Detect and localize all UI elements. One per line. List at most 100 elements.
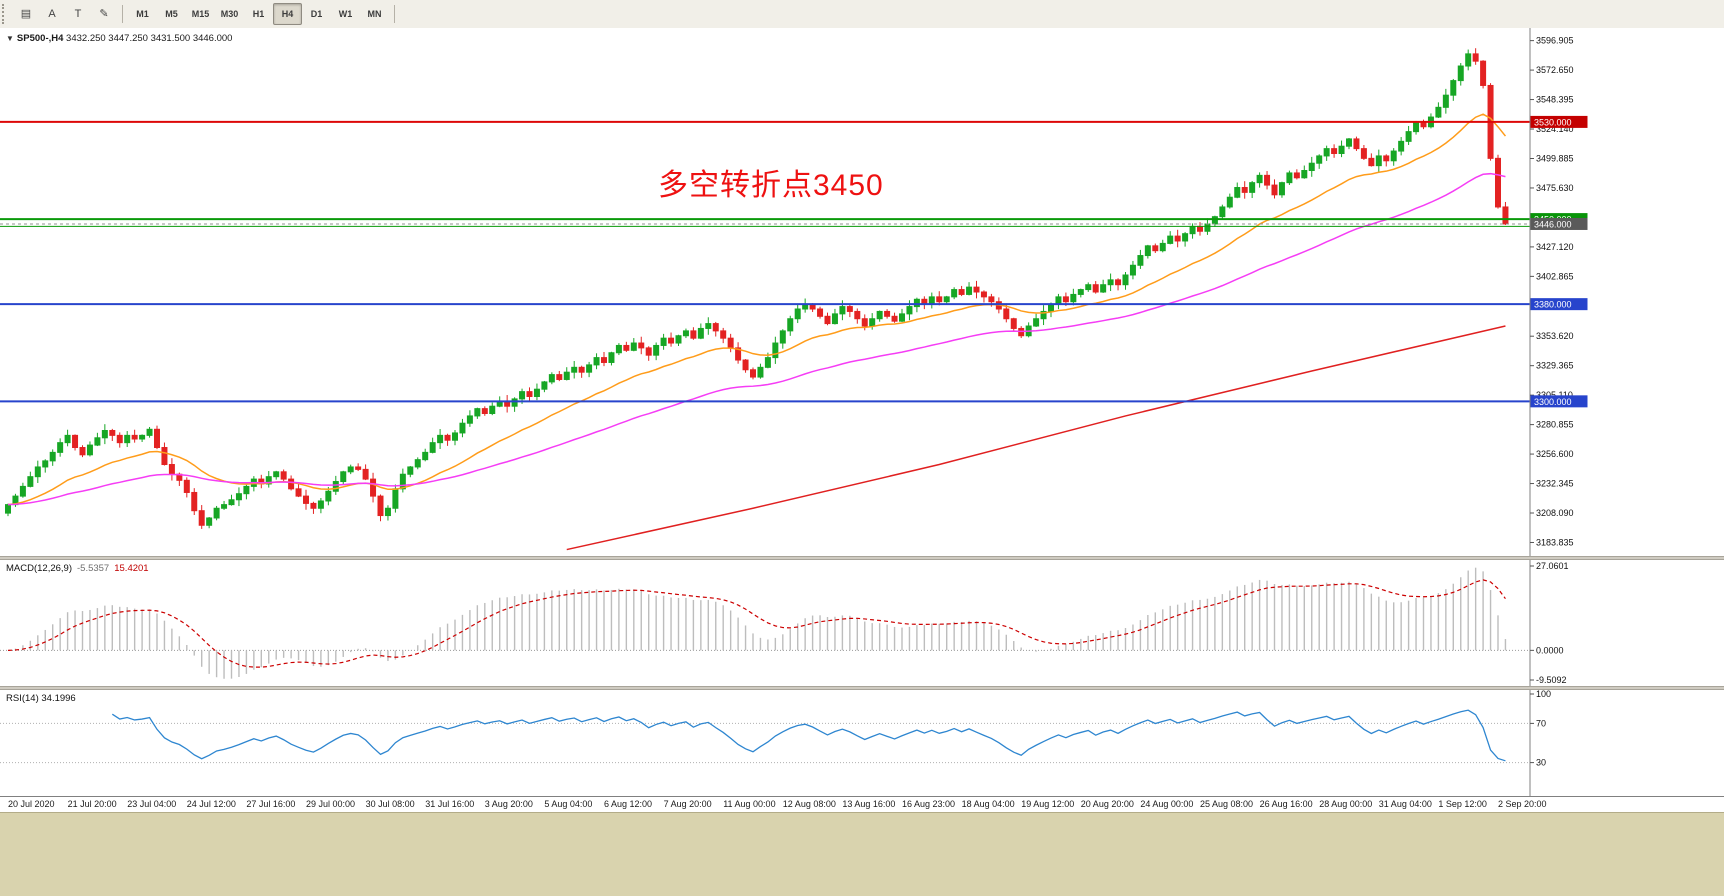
candle: [265, 476, 272, 485]
charts-icon[interactable]: ▤: [20, 8, 32, 20]
candle: [295, 488, 302, 497]
candle: [1219, 206, 1226, 218]
candle: [1457, 65, 1464, 82]
candle: [64, 434, 71, 444]
price-tick-label: 3427.120: [1536, 242, 1574, 252]
candle: [1152, 245, 1159, 252]
rsi-canvas[interactable]: 100 70 30: [0, 690, 1724, 796]
candle: [444, 434, 451, 441]
price-tick-label: 3208.090: [1536, 508, 1574, 518]
candle: [668, 337, 675, 344]
price-tick-label: 3256.600: [1536, 449, 1574, 459]
timeframe-mn-button[interactable]: MN: [367, 9, 382, 19]
price-tick-label: 3402.865: [1536, 271, 1574, 281]
timeframe-m5-button[interactable]: M5: [165, 9, 178, 19]
candle: [682, 330, 689, 337]
candle: [1129, 264, 1136, 276]
candle: [1234, 187, 1241, 198]
candle: [1390, 150, 1397, 162]
candle: [407, 466, 414, 475]
price-chart-canvas[interactable]: 3596.905 3572.650 3548.395 3524.140 3499.885…: [0, 28, 1724, 556]
candle: [183, 479, 190, 493]
candle: [1085, 284, 1092, 291]
time-axis[interactable]: 20 Jul 2020 21 Jul 20:00 23 Jul 04:00 24 Ju…: [0, 796, 1724, 813]
timeframe-w1-button[interactable]: W1: [338, 9, 353, 19]
text-icon[interactable]: T: [74, 8, 82, 20]
candle: [861, 318, 868, 327]
candle: [1293, 172, 1300, 179]
time-label: 19 Aug 12:00: [1021, 799, 1075, 809]
time-label: 2 Sep 20:00: [1498, 799, 1547, 809]
candle: [109, 430, 116, 436]
candle: [131, 434, 138, 440]
time-label: 16 Aug 23:00: [902, 799, 956, 809]
rsi-tick-label: 30: [1536, 758, 1546, 768]
time-label: 6 Aug 12:00: [604, 799, 653, 809]
timeframe-m1-button[interactable]: M1: [136, 9, 149, 19]
timeframe-m30-button[interactable]: M30: [220, 9, 239, 19]
time-label: 5 Aug 04:00: [544, 799, 593, 809]
panel-splitter[interactable]: [0, 556, 1724, 560]
candle: [1360, 148, 1367, 159]
draw-icon[interactable]: ✎: [99, 8, 109, 20]
candle: [1182, 233, 1189, 242]
price-badge: [1530, 298, 1588, 311]
candle: [139, 434, 146, 440]
horizontal-lines-layer[interactable]: [0, 120, 1530, 403]
candle: [1316, 155, 1323, 164]
timeframe-d1-button[interactable]: D1: [310, 9, 323, 19]
candle: [154, 428, 160, 449]
candle: [601, 357, 607, 363]
candle: [1323, 148, 1330, 157]
candle: [645, 347, 652, 356]
candle: [697, 327, 704, 339]
macd-canvas[interactable]: 27.0601 0.0000 -9.5092: [0, 560, 1724, 686]
candle: [720, 330, 727, 339]
candle: [1398, 140, 1405, 152]
candle: [1442, 94, 1449, 108]
candle: [511, 398, 518, 407]
candle: [884, 310, 891, 317]
timeframe-h1-button[interactable]: H1: [252, 9, 265, 19]
price-axis[interactable]: 3596.905 3572.650 3548.395 3524.140 3499.885…: [1529, 28, 1588, 556]
candle: [325, 490, 332, 502]
chart-collapse-icon[interactable]: ▼: [6, 34, 14, 43]
candle: [1278, 182, 1285, 196]
candle: [735, 347, 742, 361]
timeframe-h4-button[interactable]: H4: [273, 3, 302, 25]
time-label: 3 Aug 20:00: [484, 799, 533, 809]
candle: [86, 444, 93, 456]
font-icon[interactable]: A: [48, 8, 56, 20]
candle: [794, 308, 801, 320]
candle: [943, 296, 950, 303]
candle: [1368, 157, 1375, 167]
candle: [690, 330, 697, 339]
candle: [817, 308, 824, 317]
candle: [79, 447, 86, 456]
candle: [824, 315, 831, 325]
annotation-text[interactable]: 多空转折点3450: [658, 169, 884, 202]
candle: [712, 323, 719, 332]
candle: [586, 364, 593, 373]
candle: [1383, 155, 1390, 162]
time-label: 21 Jul 20:00: [67, 799, 117, 809]
candle: [913, 298, 920, 308]
candle: [1413, 121, 1420, 133]
price-badge: [1530, 395, 1588, 408]
candle: [727, 337, 734, 349]
chart-ohlc-values: 3432.250 3447.250 3431.500 3446.000: [66, 33, 233, 44]
candle: [660, 337, 667, 346]
candle: [705, 323, 712, 329]
candle: [675, 335, 682, 344]
candle: [198, 510, 205, 526]
candle: [303, 495, 309, 504]
macd-name: MACD(12,26,9): [6, 563, 72, 574]
time-label: 24 Jul 12:00: [186, 799, 236, 809]
candle: [1472, 53, 1479, 62]
panel-splitter[interactable]: [0, 686, 1724, 690]
candle: [966, 286, 973, 295]
toolbar-grip[interactable]: [2, 4, 9, 24]
candle: [213, 507, 220, 519]
timeframe-m15-button[interactable]: M15: [191, 9, 210, 19]
